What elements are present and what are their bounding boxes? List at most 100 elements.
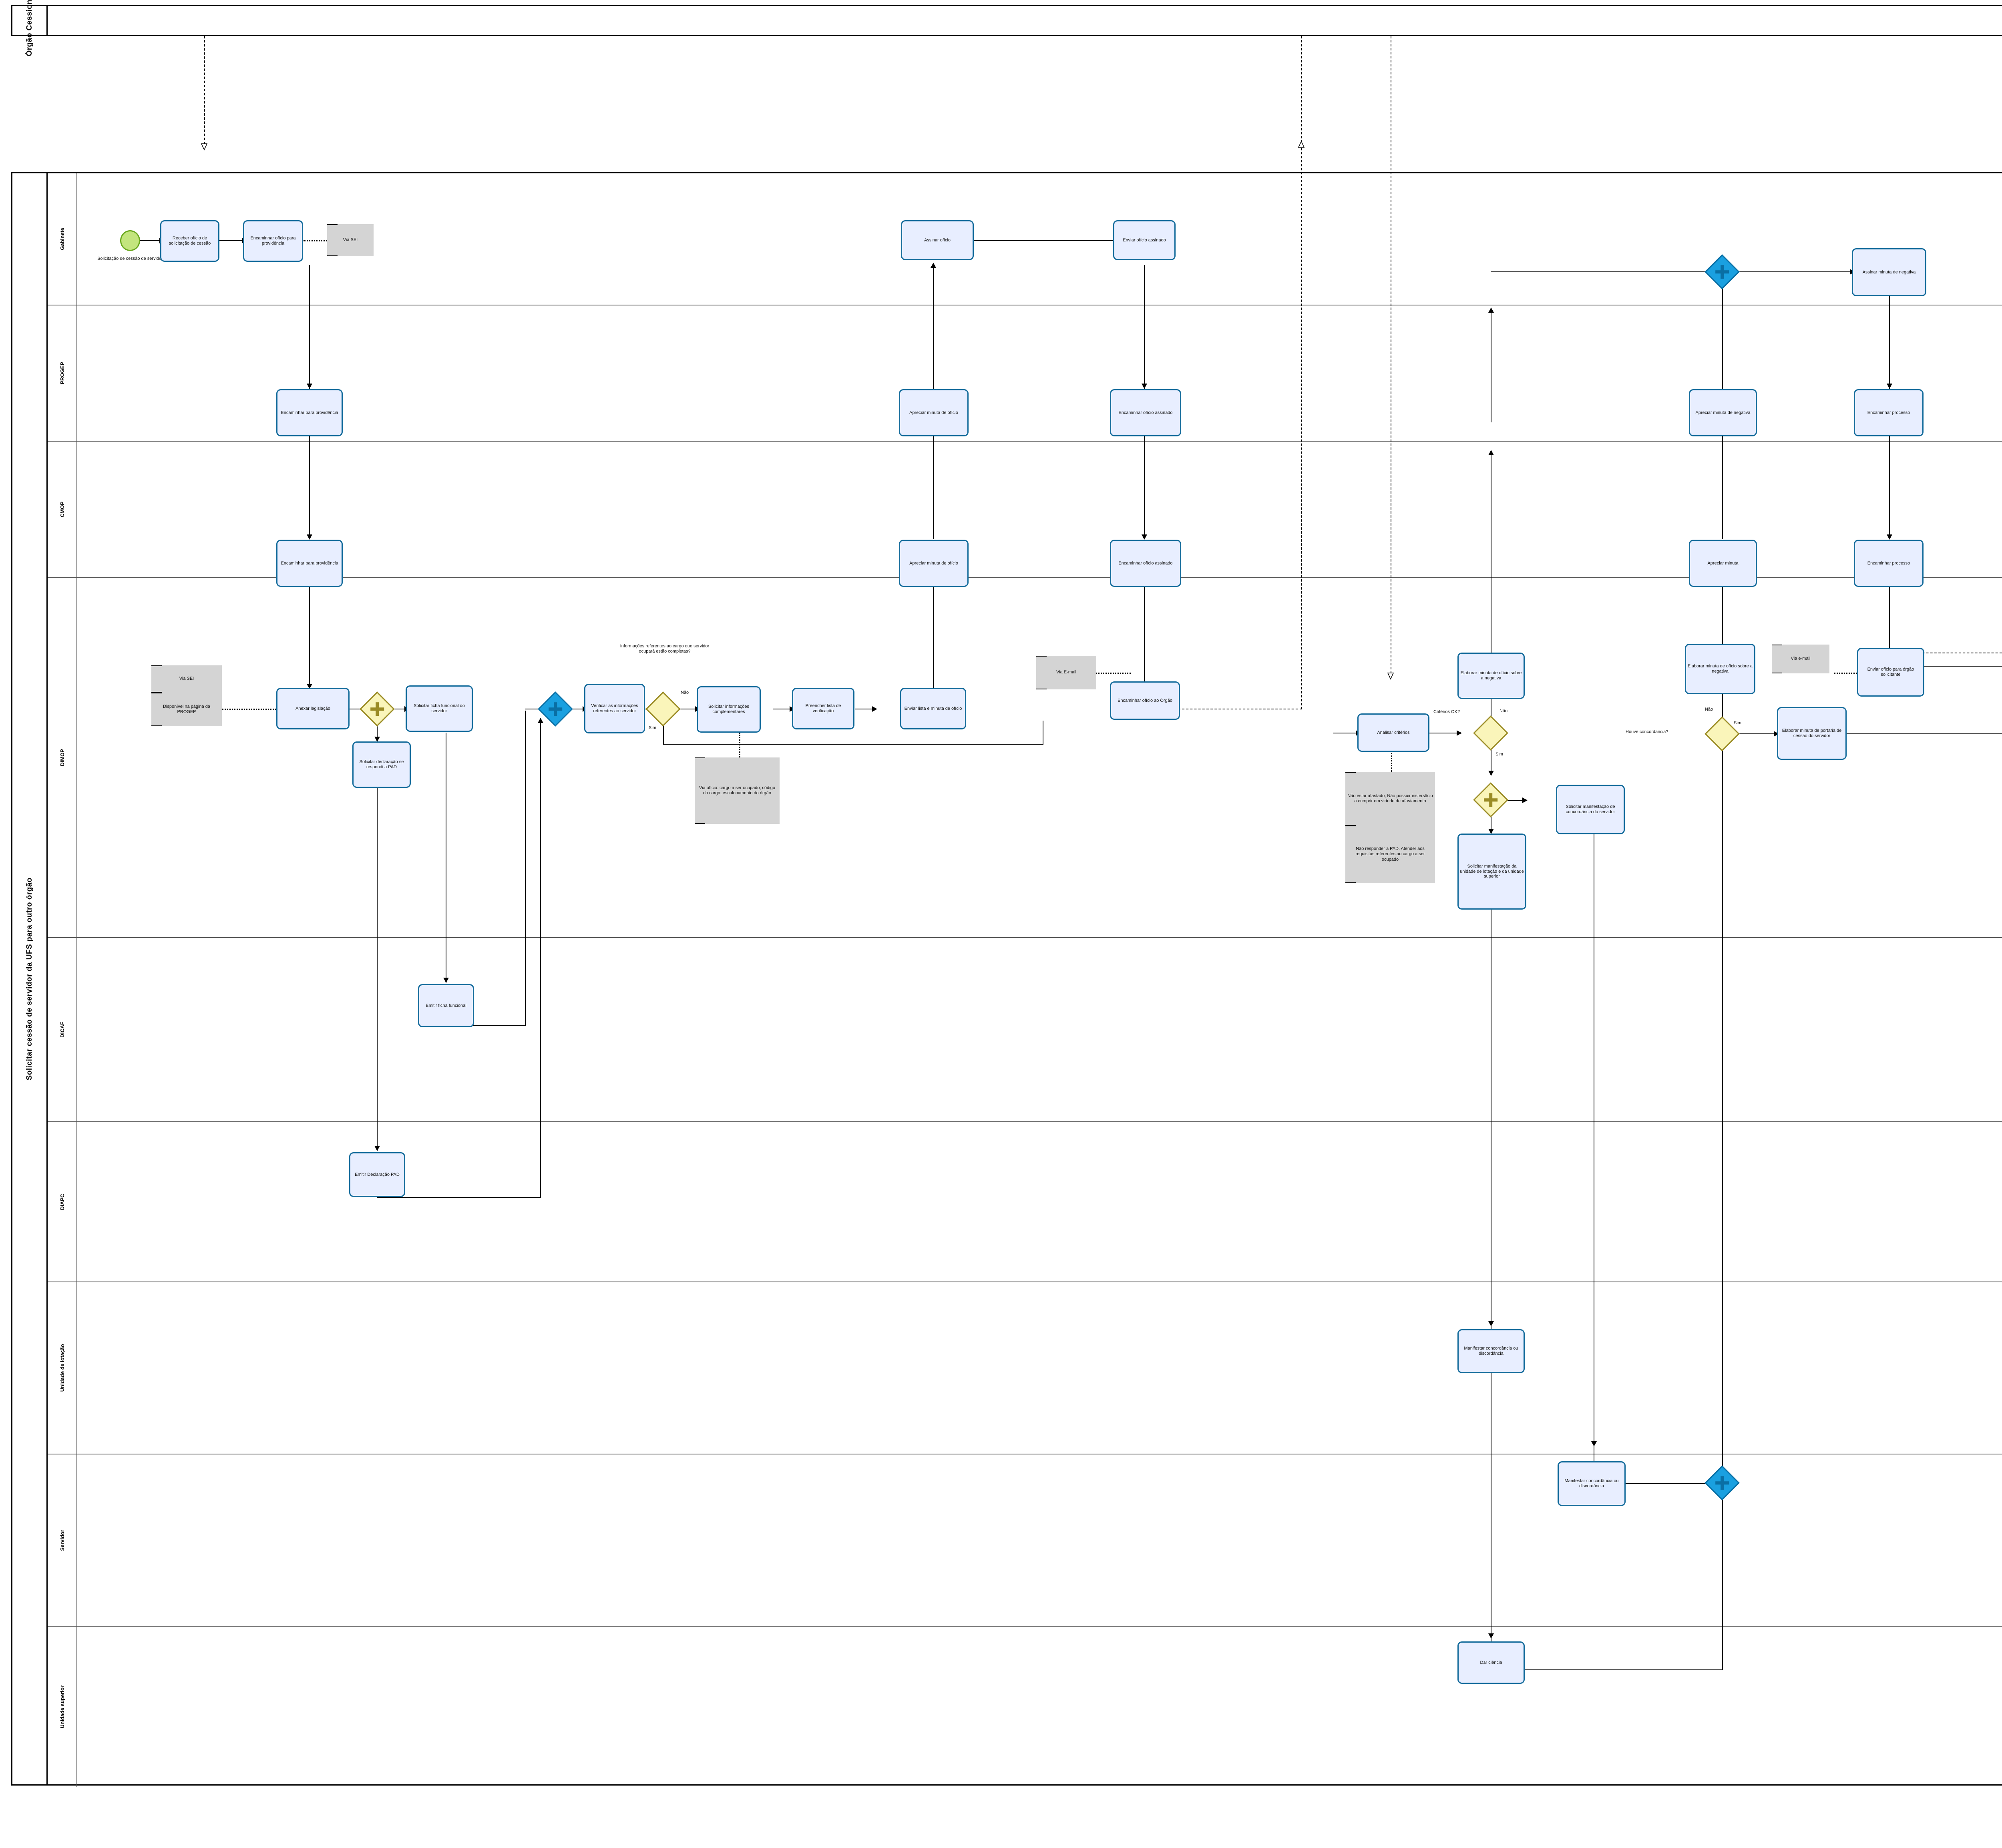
task-manifestar-concordancia-lotacao[interactable]: Manifestar concordância ou discordância — [1457, 1329, 1525, 1373]
start-event-label: Solicitação de cessão de servidor — [97, 256, 163, 261]
lane-label-progep: PROGEP — [59, 362, 65, 384]
task-dar-ciencia-unidade-superior[interactable]: Dar ciência — [1457, 1641, 1525, 1684]
flow-join3-gwconc — [1722, 747, 1723, 1469]
plus-icon — [549, 702, 562, 716]
lane-dimop: DIMOP — [48, 578, 2002, 938]
flow-label-sim-3: Sim — [1734, 721, 1741, 725]
pool-body-orgao-cessionario — [48, 6, 2002, 35]
flow-gwinfo-sim-h — [663, 744, 1043, 745]
task-receber-oficio[interactable]: Receber ofício de solicitação de cessão — [160, 220, 219, 262]
task-analisar-criterios[interactable]: Analisar critérios — [1357, 713, 1429, 752]
task-preencher-lista-verificacao[interactable]: Preencher lista de verificação — [792, 688, 854, 729]
arrow-t02-t03 — [307, 384, 312, 389]
arrow-t25-t28 — [1887, 384, 1892, 389]
plus-icon — [370, 702, 384, 716]
annotation-via-email-2: Via e-mail — [1772, 645, 1829, 673]
flow-start-to-t01 — [138, 240, 160, 241]
task-encaminhar-oficio-orgao[interactable]: Encaminhar ofício ao Órgão — [1110, 681, 1180, 720]
arrow-t09-join — [538, 718, 543, 723]
task-encaminhar-oficio-assinado-cmop[interactable]: Encaminhar ofício assinado — [1110, 540, 1181, 587]
annotation-via-email-1: Via E-mail — [1036, 656, 1096, 689]
flow-gwinfo-sim-v — [663, 723, 664, 745]
arrow-t14-t16 — [931, 263, 936, 268]
task-solicitar-ficha-funcional[interactable]: Solicitar ficha funcional do servidor — [406, 685, 473, 732]
gateway-label-concordancia: Houve concordância? — [1626, 729, 1668, 734]
task-assinar-oficio[interactable]: Assinar ofício — [901, 220, 974, 260]
flow-t17-t18 — [1144, 265, 1145, 389]
lane-label-dicaf: DICAF — [59, 1022, 65, 1038]
task-assinar-minuta-negativa[interactable]: Assinar minuta de negativa — [1852, 248, 1926, 296]
task-apreciar-minuta-cmop[interactable]: Apreciar minuta — [1689, 540, 1757, 587]
lane-label-gabinete: Gabinete — [59, 228, 65, 250]
task-encaminhar-oficio-providencia[interactable]: Encaminhar ofício para providência — [243, 220, 303, 262]
annotation-via-oficio: Via ofício: cargo a ser ocupado; código … — [695, 757, 780, 824]
lane-gabinete: Gabinete — [48, 173, 2002, 305]
task-solicitar-informacoes-complementares[interactable]: Solicitar informações complementares — [697, 686, 761, 733]
arrow-t17-t18 — [1142, 384, 1147, 389]
flow-t01-t02 — [218, 240, 243, 241]
annotation-criterios-1: Não estar afastado, Não possuir insterst… — [1345, 772, 1435, 826]
lane-title-unidade-superior: Unidade superior — [48, 1627, 77, 1787]
task-encaminhar-processo-cmop[interactable]: Encaminhar processo — [1854, 540, 1924, 587]
lane-title-unidade-lotacao: Unidade de lotação — [48, 1282, 77, 1454]
task-encaminhar-providencia-progep[interactable]: Encaminhar para providência — [276, 389, 343, 436]
flow-t08-join — [446, 1025, 526, 1026]
task-manifestar-concordancia-servidor[interactable]: Manifestar concordância ou discordância — [1558, 1461, 1626, 1506]
lane-cmop: CMOP — [48, 442, 2002, 578]
task-elaborar-minuta-portaria-cessao[interactable]: Elaborar minuta de portaria de cessão do… — [1777, 707, 1847, 760]
task-apreciar-minuta-oficio-progep[interactable]: Apreciar minuta de ofício — [899, 389, 969, 436]
flow-t09-join-h — [377, 1197, 541, 1198]
task-emitir-declaracao-pad[interactable]: Emitir Declaração PAD — [349, 1152, 405, 1197]
annotation-text-a4: Via ofício: cargo a ser ocupado; código … — [699, 785, 775, 795]
lane-label-servidor: Servidor — [59, 1529, 65, 1551]
pool-label-orgao-cessionario: Órgão Cessionário — [25, 0, 34, 56]
arrow-t23neg-up — [1488, 307, 1494, 313]
task-encaminhar-processo-progep[interactable]: Encaminhar processo — [1854, 389, 1924, 436]
arrow-t28-t29 — [1887, 534, 1892, 540]
task-encaminhar-oficio-assinado-progep[interactable]: Encaminhar ofício assinado — [1110, 389, 1181, 436]
annotation-text-a8: Via e-mail — [1791, 656, 1811, 661]
flow-t03-t04 — [309, 413, 310, 539]
task-anexar-legislacao[interactable]: Anexar legislação — [276, 688, 350, 729]
flow-t18-t19 — [1144, 413, 1145, 539]
arrow-t18-t19 — [1142, 534, 1147, 540]
end-event-nao-atendida-label: Solicitação não atendida — [1994, 681, 2002, 687]
flow-t37-right — [1816, 733, 2002, 734]
task-apreciar-minuta-negativa[interactable]: Apreciar minuta de negativa — [1689, 389, 1757, 436]
lane-title-progep: PROGEP — [48, 305, 77, 441]
flow-t14-t16 — [933, 265, 934, 390]
task-elaborar-minuta-negativa-1[interactable]: Elaborar minuta de ofício sobre a negati… — [1457, 653, 1525, 699]
flow-t13-t15 — [933, 564, 934, 689]
task-enviar-oficio-orgao-solicitante[interactable]: Enviar ofício para órgão solicitante — [1857, 648, 1924, 697]
task-solicitar-declaracao-pad[interactable]: Solicitar declaração se respondi a PAD — [352, 741, 411, 788]
flow-t08-join-v — [525, 711, 526, 1026]
task-enviar-oficio-assinado[interactable]: Enviar ofício assinado — [1113, 220, 1176, 260]
task-verificar-informacoes-servidor[interactable]: Verificar as informações referentes ao s… — [584, 684, 645, 733]
task-solicitar-manifestacao-unidades[interactable]: Solicitar manifestação da unidade de lot… — [1457, 834, 1526, 910]
flow-t15-t14 — [933, 413, 934, 539]
task-enviar-lista-minuta[interactable]: Enviar lista e minuta de ofício — [900, 688, 966, 729]
annotation-text-a3: Disponível na página da PROGEP — [163, 704, 211, 714]
pool-orgao-cessionario: Órgão Cessionário — [11, 0, 2002, 56]
lane-title-dimop: DIMOP — [48, 578, 77, 937]
annotation-text-a1: Via SEI — [343, 237, 358, 243]
assoc-note-email-t20 — [1086, 673, 1131, 674]
lane-label-unidade-lotacao: Unidade de lotação — [59, 1344, 65, 1392]
arrow-t31-t33 — [1488, 1321, 1494, 1326]
task-emitir-ficha-funcional[interactable]: Emitir ficha funcional — [418, 984, 474, 1027]
flow-gw1-t06 — [377, 723, 378, 742]
arrow-gwpar2-t31 — [1488, 829, 1494, 834]
gateway-label-informacoes: Informações referentes ao cargo que serv… — [620, 644, 710, 654]
task-solicitar-manifestacao-servidor[interactable]: Solicitar manifestação de concordância d… — [1556, 785, 1625, 834]
arrow-t07-t08 — [443, 978, 449, 983]
arrow-t12-t13 — [872, 706, 877, 712]
start-event-solicitacao[interactable] — [120, 230, 140, 251]
task-encaminhar-providencia-cmop[interactable]: Encaminhar para providência — [276, 540, 343, 587]
arrow-msg-external-t21 — [1387, 673, 1394, 680]
task-apreciar-minuta-oficio-cmop[interactable]: Apreciar minuta de ofício — [899, 540, 969, 587]
lane-title-gabinete: Gabinete — [48, 173, 77, 305]
annotation-text-a7: Não responder a PAD. Atender aos requisi… — [1355, 846, 1425, 862]
task-elaborar-minuta-oficio-negativa-2[interactable]: Elaborar minuta de ofício sobre a negati… — [1685, 644, 1755, 694]
lane-label-dimop: DIMOP — [59, 749, 65, 766]
